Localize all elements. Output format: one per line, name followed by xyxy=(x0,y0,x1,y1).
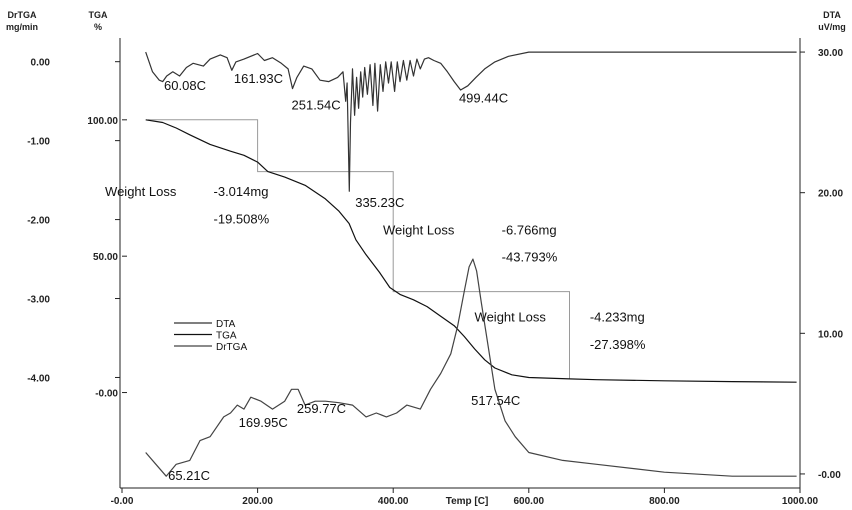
series-drtga-line xyxy=(145,258,797,477)
annotation-label: 251.54C xyxy=(292,98,341,113)
tga-tick-label: 50.00 xyxy=(93,252,118,263)
annotation-label: -19.508% xyxy=(214,211,270,226)
legend-label: DTA xyxy=(216,319,236,330)
annotation-label: 169.95C xyxy=(239,415,288,430)
annotation-label: -4.233mg xyxy=(590,310,645,325)
dta-tick-label: 30.00 xyxy=(818,48,843,59)
drtga-tick-label: -3.00 xyxy=(27,295,50,306)
annotation-label: 161.93C xyxy=(234,71,283,86)
annotation-label: -43.793% xyxy=(502,250,558,265)
x-tick-label: 200.00 xyxy=(242,496,273,507)
drtga-axis-title-name: DrTGA xyxy=(8,10,38,20)
axes-layer: -0.00 200.00 400.00 600.00 800.00 1000.00 0.00… xyxy=(27,38,843,507)
drtga-tick-label: -4.00 xyxy=(27,373,50,384)
annotations-layer: 60.08C 161.93C 251.54C 499.44C 335.23C Weight… xyxy=(105,71,646,483)
drtga-axis-unit: mg/min xyxy=(6,22,38,32)
annotation-label: -3.014mg xyxy=(214,184,269,199)
x-tick-label: 600.00 xyxy=(514,496,545,507)
series-tga-line xyxy=(145,119,797,383)
tga-tick-label: -0.00 xyxy=(95,389,118,400)
weight-loss-steps xyxy=(147,119,570,379)
dta-axis-unit: uV/mg xyxy=(818,22,846,32)
annotation-label: 499.44C xyxy=(459,91,508,106)
series-layer xyxy=(145,51,797,477)
dta-tick-label: 20.00 xyxy=(818,189,843,200)
annotation-label: 60.08C xyxy=(164,78,206,93)
annotation-label: 335.23C xyxy=(355,195,404,210)
annotation-label: -6.766mg xyxy=(502,222,557,237)
annotation-label: Weight Loss xyxy=(105,184,177,199)
x-tick-label: 1000.00 xyxy=(782,496,819,507)
tga-axis-title-name: TGA xyxy=(89,10,108,20)
legend-label: DrTGA xyxy=(216,342,247,353)
annotation-label: Weight Loss xyxy=(383,222,455,237)
drtga-tick-label: -2.00 xyxy=(27,216,50,227)
dta-axis-title: DTA uV/mg xyxy=(818,10,846,32)
dta-axis-title-name: DTA xyxy=(823,10,841,20)
x-tick-label: -0.00 xyxy=(111,496,134,507)
dta-tick-label: -0.00 xyxy=(818,470,841,481)
annotation-label: 259.77C xyxy=(297,401,346,416)
tga-axis-unit: % xyxy=(94,22,102,32)
x-tick-label: 400.00 xyxy=(378,496,409,507)
tga-tick-label: 100.00 xyxy=(87,116,118,127)
annotation-label: Weight Loss xyxy=(475,310,547,325)
annotation-label: 65.21C xyxy=(168,468,210,483)
annotation-label: -27.398% xyxy=(590,337,646,352)
dta-tick-label: 10.00 xyxy=(818,329,843,340)
drtga-axis-title: DrTGA mg/min xyxy=(6,10,38,32)
series-dta-line xyxy=(145,51,797,192)
x-axis-label: Temp [C] xyxy=(446,496,489,507)
annotation-label: 517.54C xyxy=(471,393,520,408)
weight-loss-step-line xyxy=(147,119,570,379)
tga-axis-title: TGA % xyxy=(89,10,108,32)
legend-label: TGA xyxy=(216,331,237,342)
drtga-tick-label: 0.00 xyxy=(31,58,51,69)
drtga-tick-label: -1.00 xyxy=(27,137,50,148)
x-tick-label: 800.00 xyxy=(649,496,680,507)
